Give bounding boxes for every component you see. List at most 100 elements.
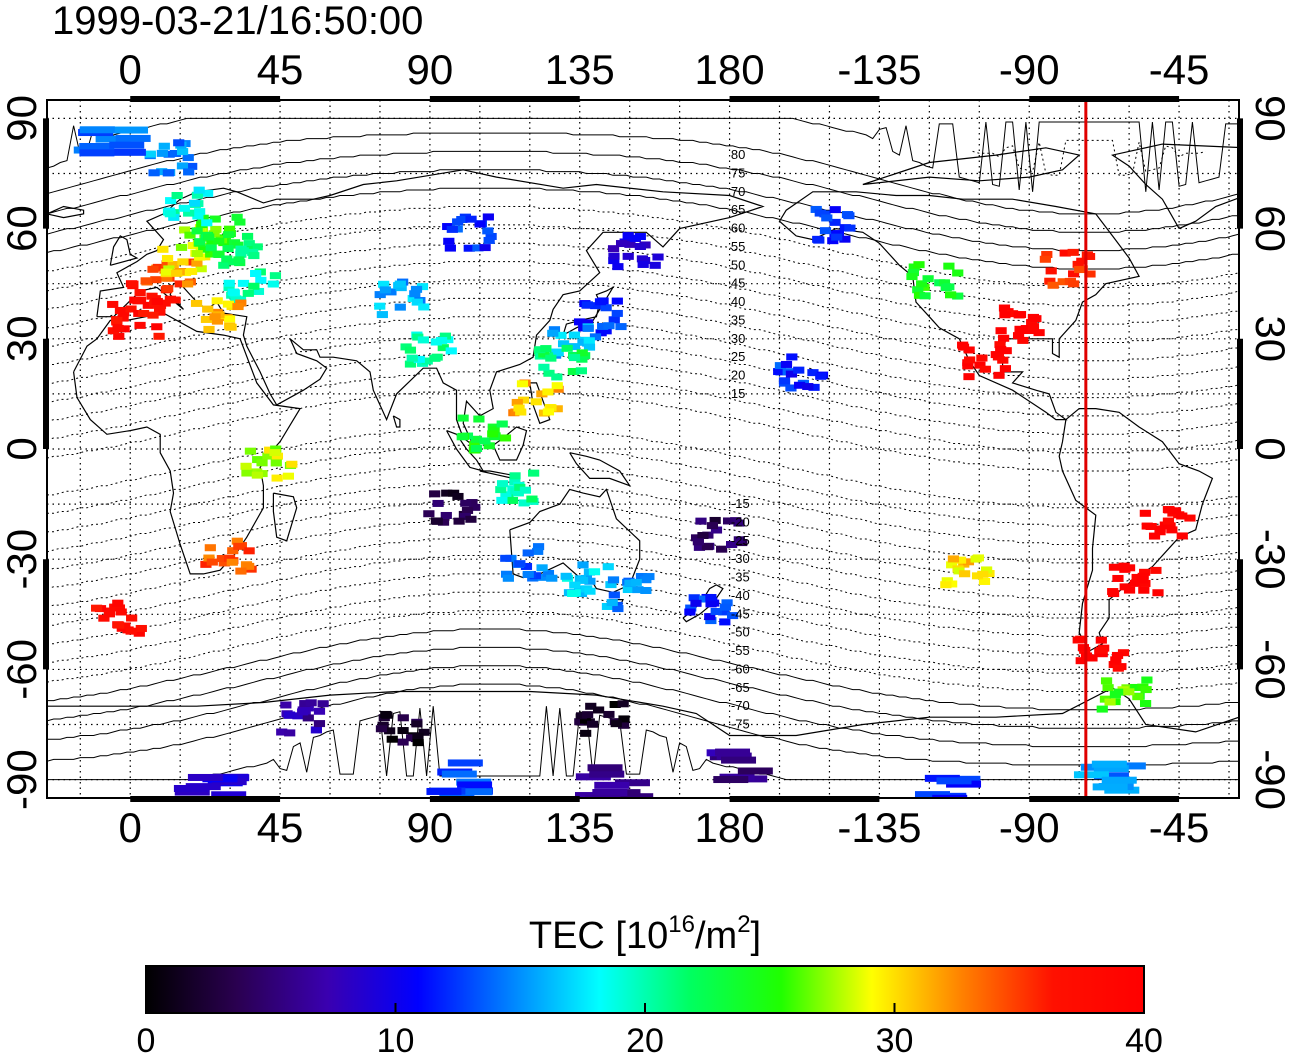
tec-cell [946, 580, 958, 588]
tec-cell [1101, 776, 1137, 784]
tec-cell [922, 275, 934, 283]
tec-cell [919, 292, 931, 300]
tec-cell [624, 240, 636, 248]
tec-cluster [73, 126, 151, 157]
tec-cell [957, 343, 970, 351]
tec-cluster [240, 445, 298, 482]
tec-cell [1140, 686, 1152, 694]
tec-cell [397, 714, 409, 722]
contour-label: 80 [731, 147, 745, 162]
tec-cluster [601, 572, 655, 613]
tec-cell [79, 142, 115, 150]
tec-cell [577, 561, 589, 569]
contour-line [47, 628, 1239, 711]
tec-cell [931, 800, 966, 807]
lat-label-right: 0 [1247, 437, 1292, 460]
tec-cell [485, 232, 497, 240]
tec-cell [154, 306, 166, 314]
tec-cell [171, 269, 183, 277]
tec-cell [232, 241, 244, 249]
tec-cluster [560, 561, 614, 598]
contour-label: -55 [731, 643, 750, 658]
tec-cell [640, 576, 652, 584]
tec-cell [608, 257, 620, 265]
tec-cell [528, 469, 540, 477]
tec-cell [445, 347, 457, 355]
contour-line [47, 371, 1239, 454]
tec-cluster [1139, 506, 1196, 540]
tec-cluster [607, 232, 664, 271]
tec-cell [243, 240, 255, 248]
tec-cell [411, 298, 423, 306]
lat-label-left: -30 [0, 529, 45, 590]
tec-cell [913, 261, 925, 269]
tec-cell [441, 770, 477, 778]
tec-cell [395, 284, 407, 292]
tec-cell [829, 206, 841, 214]
tec-cell [928, 798, 963, 805]
tec-cell [404, 346, 417, 354]
tec-cell [465, 215, 477, 223]
tec-cell [317, 700, 329, 708]
tec-cell [156, 168, 168, 176]
tec-cell [429, 490, 441, 498]
tec-cell [582, 711, 594, 719]
tec-cell [98, 614, 110, 622]
tec-cell [774, 362, 787, 370]
lon-label-bottom: 135 [545, 804, 615, 851]
tec-cell [624, 579, 636, 587]
tec-cell [192, 212, 204, 220]
lat-label-right: -30 [1247, 529, 1292, 590]
tec-cell [234, 218, 246, 226]
tec-cell [542, 388, 554, 396]
tec-cell [594, 781, 630, 789]
tec-cell [569, 581, 581, 589]
tec-cell [469, 503, 481, 511]
tec-cell [592, 706, 605, 714]
tec-cell [140, 277, 152, 285]
tec-cluster [125, 280, 181, 316]
tec-cell [580, 716, 592, 724]
tec-cell [630, 578, 642, 586]
tec-cell [282, 472, 295, 480]
tec-cell [974, 361, 986, 369]
tec-cluster [1107, 562, 1164, 598]
tec-cell [560, 572, 572, 580]
tec-cell [793, 381, 806, 389]
tec-cell [183, 209, 195, 217]
tec-cell [394, 280, 406, 288]
tec-cell [203, 554, 215, 562]
tec-cell [940, 284, 952, 292]
tec-cell [482, 213, 494, 221]
tec-cell [844, 224, 856, 232]
colorbar-title: TEC [1016/m2] [529, 911, 761, 957]
tec-cell [829, 218, 841, 226]
tec-cell [685, 604, 697, 612]
tec-cell [156, 149, 168, 157]
tec-cell [704, 613, 716, 621]
tec-cell [500, 554, 512, 562]
tec-cell [379, 286, 392, 294]
tec-cell [182, 280, 194, 288]
contour-line [47, 444, 1239, 527]
tec-cell [710, 607, 722, 615]
tec-cell [786, 353, 798, 361]
tec-cell [597, 322, 609, 330]
tec-cell [588, 568, 601, 576]
tec-cell [441, 489, 453, 497]
tec-cell [1095, 646, 1107, 654]
tec-cell [242, 289, 254, 297]
tec-cell [583, 343, 596, 351]
tec-cell [573, 318, 586, 326]
tec-cluster [162, 186, 214, 227]
tec-cell [488, 426, 500, 434]
tec-cell [500, 570, 513, 578]
colorbar-tick-label: 20 [626, 1022, 664, 1057]
tec-cell [235, 567, 247, 575]
tec-cell [397, 738, 409, 746]
tec-cell [577, 338, 589, 346]
tec-cell [719, 603, 731, 611]
tec-cell [202, 189, 214, 197]
contour-label: -50 [731, 625, 750, 640]
lat-label-right: 90 [1247, 95, 1292, 142]
